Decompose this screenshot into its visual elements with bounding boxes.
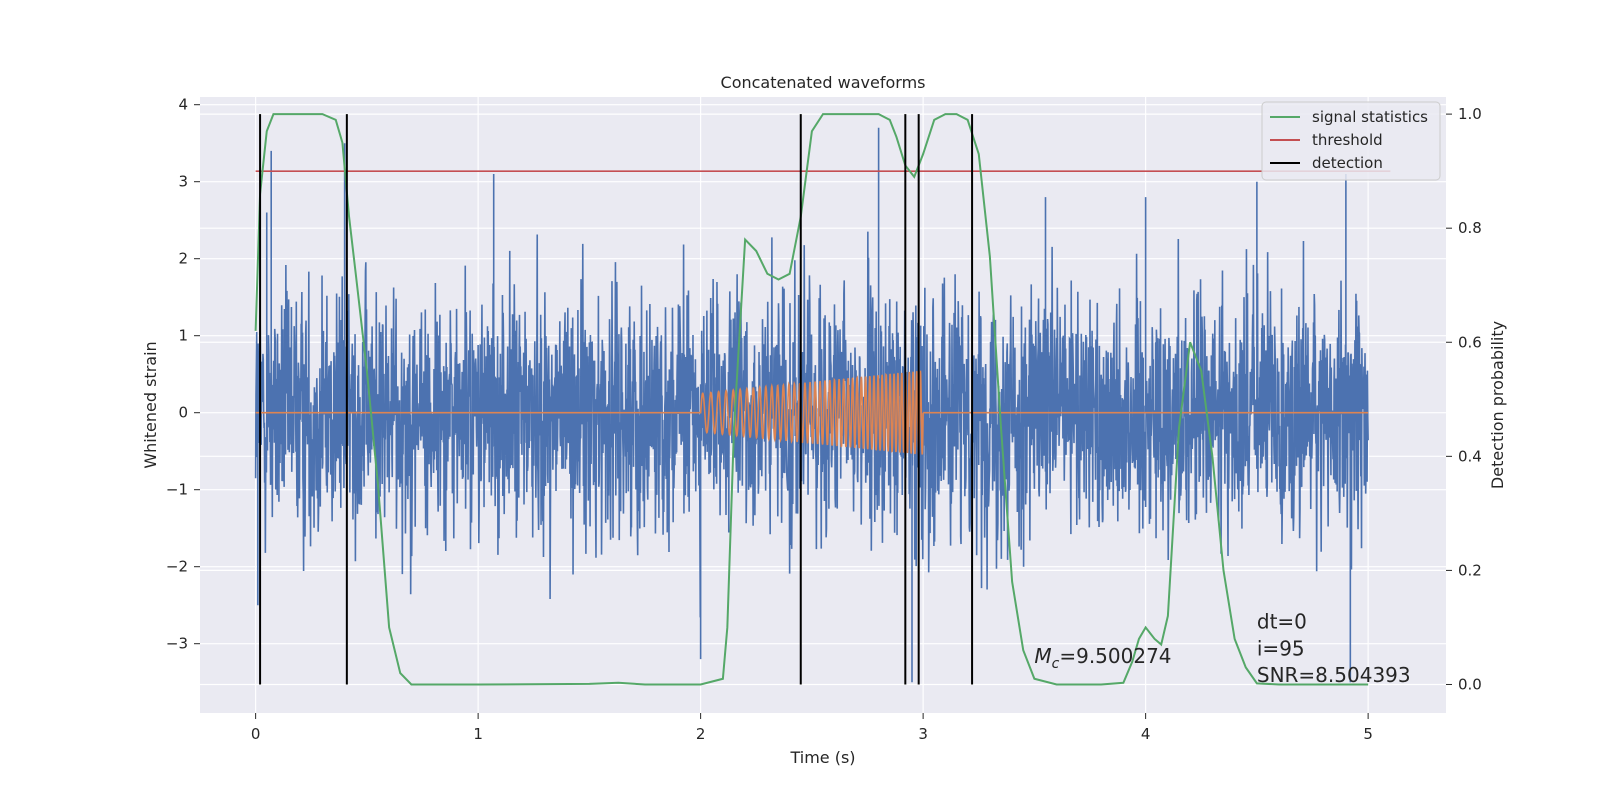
y-axis-label: Whitened strain [141, 341, 160, 468]
y-right-tick-label: 0.8 [1458, 219, 1482, 237]
snr-annotation: SNR=8.504393 [1257, 663, 1411, 687]
x-tick-label: 2 [696, 725, 706, 743]
y-tick-label: 2 [178, 250, 188, 268]
y-right-tick-label: 0.4 [1458, 447, 1482, 465]
y-tick-label: 0 [178, 404, 188, 422]
y-tick-label: 4 [178, 96, 188, 114]
legend-label-signal-statistics: signal statistics [1312, 108, 1428, 126]
legend-box [1261, 101, 1441, 181]
y-tick-label: 1 [178, 327, 188, 345]
y-tick-label: −1 [166, 481, 188, 499]
y-right-tick-label: 1.0 [1458, 105, 1482, 123]
y-right-tick-label: 0.2 [1458, 561, 1482, 579]
y-axis-left-ticks: 4 3 2 1 0 −1 −2 −3 [166, 96, 200, 653]
x-axis-label: Time (s) [789, 748, 855, 767]
dt-annotation: dt=0 [1257, 609, 1307, 633]
legend: signal statistics threshold detection [1261, 101, 1441, 181]
y-right-tick-label: 0.6 [1458, 333, 1482, 351]
y-axis-right-label: Detection probability [1488, 321, 1507, 489]
y-right-tick-label: 0.0 [1458, 675, 1482, 693]
x-axis-ticks: 0 1 2 3 4 5 [251, 713, 1373, 743]
series-layer [254, 113, 1391, 686]
chirp-mass-symbol: M [1034, 644, 1051, 668]
y-axis-right-ticks: 1.0 0.8 0.6 0.4 0.2 0.0 [1446, 105, 1482, 693]
legend-label-threshold: threshold [1312, 131, 1383, 149]
strain-series-line [254, 127, 1369, 683]
x-tick-label: 3 [918, 725, 928, 743]
chirp-mass-value: =9.500274 [1059, 644, 1171, 668]
injection-series-line [255, 370, 1369, 455]
chart-title: Concatenated waveforms [721, 73, 926, 92]
x-tick-label: 1 [473, 725, 483, 743]
signal-statistics-line [254, 113, 1369, 686]
y-tick-label: −2 [166, 558, 188, 576]
x-tick-label: 4 [1141, 725, 1151, 743]
x-tick-label: 5 [1363, 725, 1373, 743]
legend-label-detection: detection [1312, 154, 1383, 172]
x-tick-label: 0 [251, 725, 261, 743]
index-annotation: i=95 [1257, 636, 1305, 660]
chirp-mass-subscript: c [1052, 656, 1060, 672]
y-tick-label: 3 [178, 173, 188, 191]
detection-lines [259, 114, 974, 685]
y-tick-label: −3 [166, 635, 188, 653]
chirp-mass-annotation: Mc=9.500274 [1034, 644, 1171, 672]
annotations: Mc=9.500274 dt=0 i=95 SNR=8.504393 [1034, 609, 1410, 687]
